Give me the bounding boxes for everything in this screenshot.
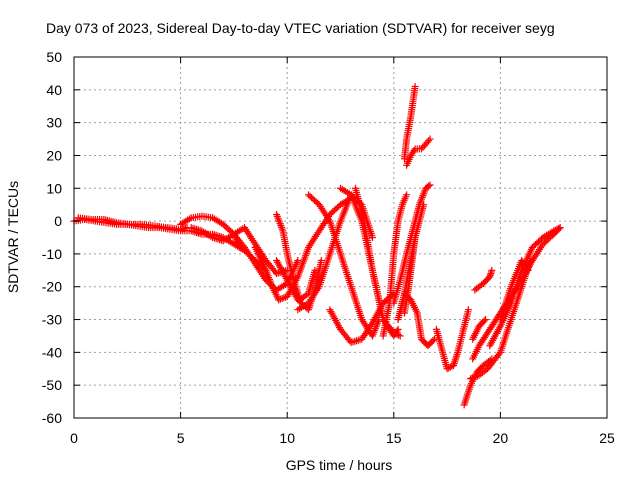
series-arc-22 xyxy=(400,83,419,163)
data-point xyxy=(482,366,490,374)
data-point xyxy=(524,266,532,274)
grid-lines xyxy=(74,57,607,418)
data-point xyxy=(426,135,434,143)
data-point xyxy=(368,234,376,241)
x-tick-label: 15 xyxy=(386,430,402,446)
data-point xyxy=(426,181,434,189)
y-tick-label: -50 xyxy=(42,377,62,393)
series-arc-21 xyxy=(403,135,434,169)
data-point xyxy=(551,226,559,234)
data-point xyxy=(391,329,399,337)
data-point xyxy=(464,306,472,314)
data-point xyxy=(523,265,531,273)
x-tick-label: 20 xyxy=(493,430,509,446)
series-arc-flat xyxy=(74,214,191,233)
y-tick-label: -30 xyxy=(42,312,62,328)
data-point xyxy=(278,295,286,303)
data-point xyxy=(495,350,503,358)
data-point xyxy=(488,266,496,274)
series-arc-23 xyxy=(400,289,438,350)
y-tick-label: 30 xyxy=(46,115,62,131)
y-tick-label: 10 xyxy=(46,180,62,196)
data-point xyxy=(276,295,284,303)
series-arc-31 xyxy=(469,316,489,343)
data-point xyxy=(554,224,562,232)
data-point xyxy=(429,337,437,345)
series-arc-18 xyxy=(390,181,434,307)
data-points xyxy=(70,83,564,409)
data-point xyxy=(396,332,404,340)
y-tick-label: 40 xyxy=(46,82,62,98)
data-point xyxy=(443,365,451,373)
data-point xyxy=(480,317,488,325)
plot-frame xyxy=(73,56,608,419)
series-arc-30 xyxy=(496,256,532,324)
series-arc-16 xyxy=(351,184,404,340)
y-tick-label: 20 xyxy=(46,147,62,163)
data-point xyxy=(311,266,319,274)
data-point xyxy=(390,329,398,337)
data-point xyxy=(445,364,453,372)
data-point xyxy=(410,147,418,155)
data-point xyxy=(425,182,433,190)
axis-ticks: 0 5 10 15 20 25 -60 -50 -40 -30 -20 -10 0 10 20 30 40 50 xyxy=(42,49,615,446)
y-tick-label: -60 xyxy=(42,410,62,426)
data-point xyxy=(280,294,288,302)
x-axis-label: GPS time / hours xyxy=(286,457,393,473)
x-tick-label: 25 xyxy=(599,430,615,446)
y-tick-label: 50 xyxy=(46,49,62,65)
x-tick-label: 5 xyxy=(177,430,185,446)
data-point xyxy=(550,227,558,235)
data-point xyxy=(395,331,403,339)
data-point xyxy=(468,374,476,382)
x-tick-label: 10 xyxy=(279,430,295,446)
data-point xyxy=(446,363,454,371)
data-point xyxy=(556,224,564,232)
series-arc-24 xyxy=(432,306,472,373)
x-tick-label: 0 xyxy=(70,430,78,446)
y-tick-label: -40 xyxy=(42,344,62,360)
data-point xyxy=(553,225,561,233)
y-tick-label: -10 xyxy=(42,246,62,262)
data-point xyxy=(317,256,325,264)
y-tick-label: -20 xyxy=(42,279,62,295)
data-point xyxy=(403,191,411,199)
data-point xyxy=(275,296,283,304)
data-point xyxy=(467,375,475,383)
chart-title: Day 073 of 2023, Sidereal Day-to-day VTE… xyxy=(46,20,555,36)
data-point xyxy=(481,316,489,324)
data-point xyxy=(294,256,302,264)
data-point xyxy=(472,373,480,381)
y-tick-label: 0 xyxy=(54,213,62,229)
series-arc-27 xyxy=(471,266,496,294)
data-point xyxy=(393,330,401,338)
data-point xyxy=(425,137,433,145)
series-arc-17 xyxy=(379,191,411,340)
series-arc-13 xyxy=(305,191,383,340)
data-point xyxy=(470,373,478,381)
y-axis-label: SDTVAR / TECUs xyxy=(5,181,21,293)
data-point xyxy=(411,83,419,91)
data-point xyxy=(420,201,428,209)
